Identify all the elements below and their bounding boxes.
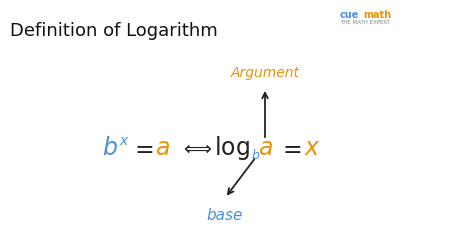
Text: cue: cue	[340, 10, 359, 20]
Text: THE MATH EXPERT: THE MATH EXPERT	[340, 20, 390, 25]
Text: math: math	[363, 10, 391, 20]
Text: $=$: $=$	[130, 136, 154, 160]
Text: $a$: $a$	[155, 136, 170, 160]
Text: $b$: $b$	[251, 148, 261, 162]
Text: $\mathrm{log}$: $\mathrm{log}$	[214, 134, 250, 162]
Text: $x$: $x$	[118, 134, 129, 148]
Text: $\Longleftrightarrow$: $\Longleftrightarrow$	[180, 138, 212, 158]
Text: Argument: Argument	[230, 66, 300, 80]
Text: $b$: $b$	[102, 136, 118, 160]
Text: $a$: $a$	[257, 136, 273, 160]
Text: base: base	[207, 208, 243, 223]
Text: Definition of Logarithm: Definition of Logarithm	[10, 22, 218, 40]
Text: $=$: $=$	[278, 136, 302, 160]
Text: $x$: $x$	[304, 136, 320, 160]
